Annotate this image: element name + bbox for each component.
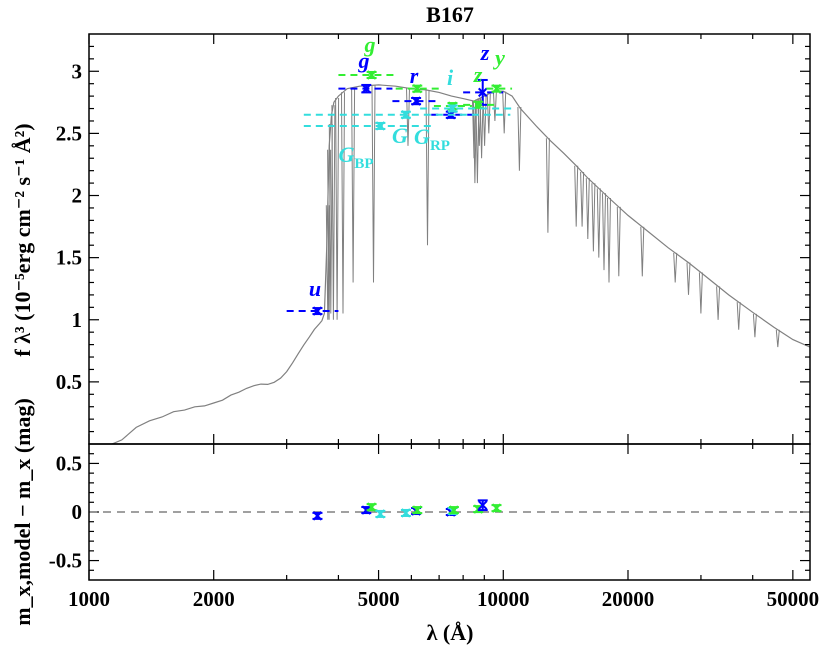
filter-label: G — [392, 123, 408, 148]
absorption-line — [585, 178, 590, 240]
data-point-G_RP — [448, 103, 458, 114]
absorption-line — [602, 193, 606, 271]
absorption-line — [591, 183, 596, 252]
absorption-line — [425, 90, 430, 246]
absorption-line — [517, 106, 522, 171]
absorption-line — [479, 97, 484, 159]
filter-label: y — [492, 45, 505, 70]
residual-point-g — [366, 502, 377, 512]
y-tick-label: 3 — [72, 59, 83, 83]
filter-label-subscript: RP — [430, 138, 450, 154]
y-tick-label: 0.5 — [56, 451, 82, 475]
absorption-line — [673, 252, 678, 283]
filter-label: r — [410, 63, 419, 88]
residual-point-y — [491, 503, 502, 513]
absorption-line — [775, 329, 780, 348]
absorption-line — [574, 165, 579, 227]
data-point-g — [366, 70, 377, 80]
data-point-z — [473, 100, 483, 110]
data-point-r — [411, 96, 421, 106]
y-tick-label: 1.5 — [56, 246, 82, 270]
model-spectrum-line — [110, 84, 810, 444]
sed-y-ticks: 0.5 1 1.5 2 2.5 3 — [56, 45, 810, 433]
absorption-line — [616, 206, 621, 277]
y-tick-label: -0.5 — [49, 549, 82, 573]
residual-point-r — [412, 505, 422, 515]
absorption-line — [716, 286, 721, 320]
data-point-u — [312, 306, 323, 316]
absorption-line — [351, 87, 356, 283]
absorption-line — [482, 95, 487, 146]
x-ticks: 1000 2000 5000 10000 20000 50000 — [68, 34, 819, 611]
x-tick-label: 2000 — [193, 587, 235, 611]
absorption-line — [331, 105, 336, 320]
photometry-points — [286, 70, 513, 316]
data-point-r — [412, 83, 422, 94]
filter-label: i — [447, 65, 454, 90]
x-tick-label: 20000 — [602, 587, 655, 611]
residual-point-u — [312, 511, 323, 521]
absorption-line — [406, 88, 410, 146]
y-tick-label: 0.5 — [56, 370, 82, 394]
residual-point-G_BP — [375, 509, 386, 519]
absorption-line — [607, 197, 611, 283]
absorption-line — [698, 272, 703, 314]
absorption-line — [736, 302, 741, 330]
y-tick-label: 1 — [72, 308, 83, 332]
absorption-line — [640, 226, 645, 277]
data-point-g — [361, 83, 371, 94]
absorption-line — [545, 138, 550, 233]
residual-point-g — [361, 505, 371, 515]
absorption-line — [580, 171, 585, 227]
residual-point-G — [401, 508, 411, 518]
y-tick-label: 2 — [72, 184, 83, 208]
absorption-line — [328, 123, 333, 314]
filter-label-subscript: BP — [354, 156, 373, 172]
absorption-line — [335, 97, 340, 320]
absorption-line — [686, 262, 691, 295]
residual-points — [312, 499, 502, 521]
filter-label: g — [358, 48, 370, 73]
residual-point-i — [449, 505, 459, 515]
absorption-line — [752, 313, 757, 338]
residual-y-ticks: -0.5 0 0.5 — [49, 451, 810, 573]
absorption-line — [596, 188, 601, 258]
absorption-line — [486, 93, 491, 134]
data-point-G — [401, 110, 411, 120]
data-point-G_BP — [375, 121, 386, 131]
x-tick-label: 10000 — [477, 587, 530, 611]
x-tick-label: 1000 — [68, 587, 110, 611]
y-tick-label: 0 — [72, 500, 83, 524]
model-spectrum — [110, 84, 810, 444]
data-point-y — [491, 83, 502, 94]
x-axis-label: λ (Å) — [427, 620, 474, 645]
absorption-line — [371, 85, 376, 283]
residual-point-z — [478, 500, 488, 510]
residual-panel: 1000 2000 5000 10000 20000 50000 -0.5 0 0.5 — [49, 34, 819, 611]
x-tick-label: 5000 — [358, 587, 400, 611]
filter-label: u — [309, 276, 321, 301]
chart-title: B167 — [426, 2, 474, 27]
absorption-line — [341, 92, 345, 314]
sed-y-axis-label: f λ³ (10⁻⁵erg cm⁻² s⁻¹ Å²) — [10, 123, 35, 356]
filter-label: g — [364, 32, 376, 57]
filter-label: GRP — [414, 124, 450, 154]
residual-y-axis-label: m_x,model − m_x (mag) — [10, 398, 35, 626]
filter-label: z — [473, 62, 483, 87]
y-tick-label: 2.5 — [56, 121, 82, 145]
absorption-line — [492, 91, 497, 122]
absorption-line — [472, 100, 477, 184]
data-point-z — [478, 87, 488, 98]
filter-label: z — [480, 40, 490, 65]
residual-panel-frame — [88, 443, 811, 581]
absorption-line — [502, 91, 507, 134]
x-tick-label: 50000 — [767, 587, 820, 611]
